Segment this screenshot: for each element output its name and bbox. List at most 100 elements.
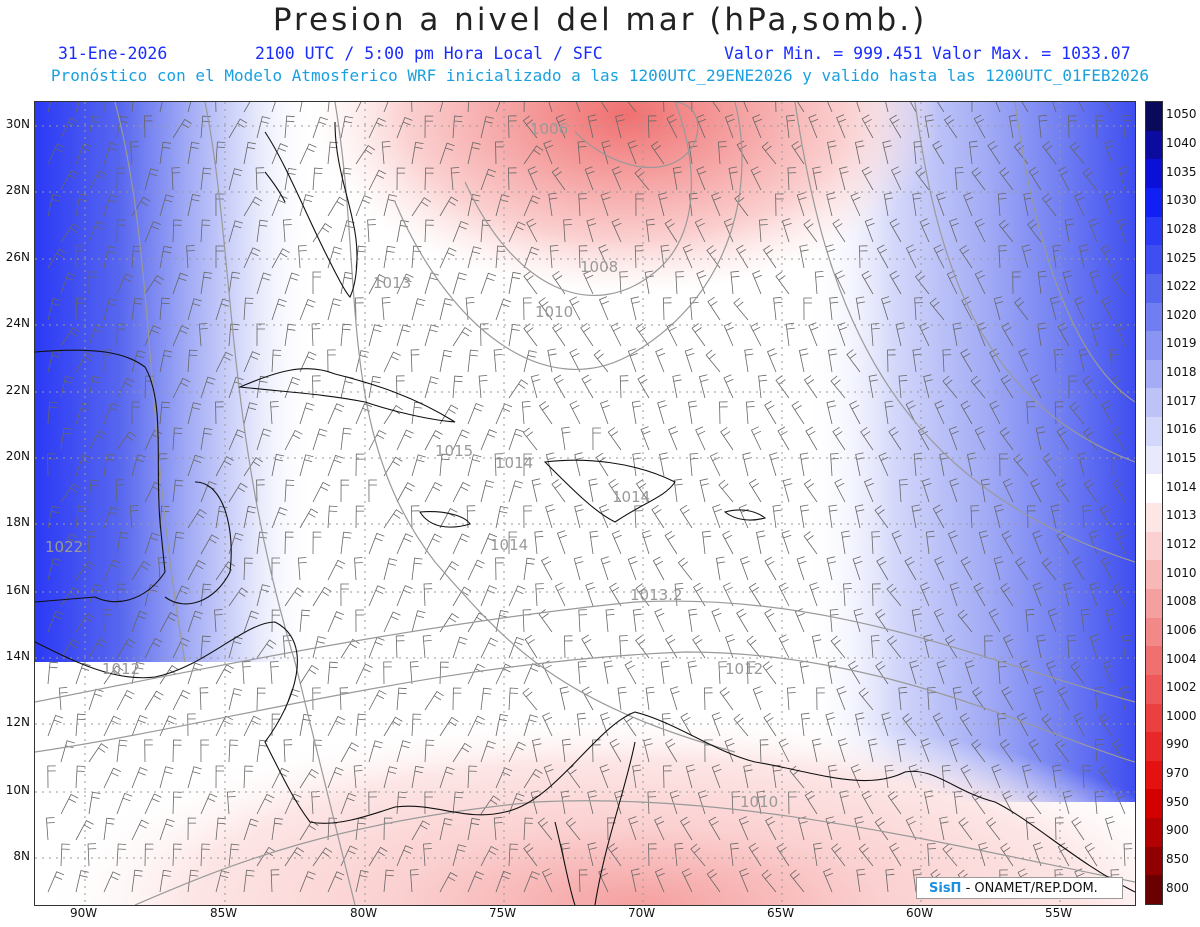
isobar-label: 1006 bbox=[530, 120, 568, 138]
colorbar-label: 1006 bbox=[1166, 622, 1197, 637]
lat-tick-label: 20N bbox=[5, 449, 30, 463]
lat-tick-label: 12N bbox=[5, 715, 30, 729]
lat-tick-label: 26N bbox=[5, 250, 30, 264]
colorbar-swatch bbox=[1146, 245, 1162, 275]
isobar-label: 1013.2 bbox=[630, 586, 683, 604]
colorbar-label: 950 bbox=[1166, 794, 1189, 809]
lat-tick-label: 22N bbox=[5, 383, 30, 397]
colorbar-swatch bbox=[1146, 617, 1162, 647]
map-title: Presion a nivel del mar (hPa,somb.) bbox=[272, 2, 928, 38]
lon-tick-label: 80W bbox=[350, 906, 378, 920]
colorbar-swatch bbox=[1146, 388, 1162, 418]
isobar-label: 1014 bbox=[490, 536, 528, 554]
lon-tick-label: 75W bbox=[489, 906, 517, 920]
colorbar-swatch bbox=[1146, 216, 1162, 246]
min-value-text: Valor Min. = 999.451 bbox=[724, 44, 923, 63]
colorbar-swatch bbox=[1146, 302, 1162, 332]
isobar-label: 1012 bbox=[102, 660, 140, 678]
lat-tick-label: 14N bbox=[5, 649, 30, 663]
pressure-colorbar bbox=[1145, 101, 1163, 905]
colorbar-swatch bbox=[1146, 445, 1162, 475]
colorbar-swatch bbox=[1146, 674, 1162, 704]
isobar-label: 1013 bbox=[373, 274, 411, 292]
colorbar-swatch bbox=[1146, 646, 1162, 676]
pressure-map: 1006 1008 1010 1013 1015 1014 1014 1014 1022 1012… bbox=[34, 101, 1136, 906]
lat-tick-label: 10N bbox=[5, 783, 30, 797]
colorbar-label: 1000 bbox=[1166, 708, 1197, 723]
colorbar-label: 900 bbox=[1166, 823, 1189, 838]
lat-tick-label: 30N bbox=[5, 117, 30, 131]
colorbar-label: 1030 bbox=[1166, 193, 1197, 208]
colorbar-label: 1035 bbox=[1166, 164, 1197, 179]
colorbar-label: 1014 bbox=[1166, 479, 1197, 494]
colorbar-swatch bbox=[1146, 130, 1162, 160]
colorbar-label: 990 bbox=[1166, 737, 1189, 752]
lat-tick-label: 24N bbox=[5, 316, 30, 330]
colorbar-swatch bbox=[1146, 846, 1162, 876]
isobar-label: 1010 bbox=[535, 303, 573, 321]
colorbar-label: 1004 bbox=[1166, 651, 1197, 666]
colorbar-label: 800 bbox=[1166, 880, 1189, 895]
lon-tick-label: 65W bbox=[767, 906, 795, 920]
colorbar-label: 1008 bbox=[1166, 594, 1197, 609]
onamet-logo: SisΠ - ONAMET/REP.DOM. bbox=[916, 877, 1123, 899]
colorbar-swatch bbox=[1146, 331, 1162, 361]
colorbar-label: 1022 bbox=[1166, 279, 1197, 294]
logo-org-text: - ONAMET/REP.DOM. bbox=[965, 881, 1098, 896]
colorbar-swatch bbox=[1146, 474, 1162, 504]
colorbar-swatch bbox=[1146, 187, 1162, 218]
colorbar-label: 1050 bbox=[1166, 107, 1197, 122]
colorbar-label: 1010 bbox=[1166, 565, 1197, 580]
isobar-label: 1022 bbox=[45, 538, 83, 556]
colorbar-label: 1025 bbox=[1166, 250, 1197, 265]
colorbar-swatch bbox=[1146, 531, 1162, 561]
lon-tick-label: 85W bbox=[210, 906, 238, 920]
isobar-label: 1014 bbox=[495, 454, 533, 472]
isobar-label: 1010 bbox=[740, 793, 778, 811]
colorbar-swatch bbox=[1146, 359, 1162, 389]
isobar-label: 1014 bbox=[612, 488, 650, 506]
colorbar-swatch bbox=[1146, 818, 1162, 848]
colorbar-label: 850 bbox=[1166, 852, 1189, 867]
colorbar-label: 1013 bbox=[1166, 508, 1197, 523]
colorbar-label: 970 bbox=[1166, 766, 1189, 781]
lon-tick-label: 55W bbox=[1045, 906, 1073, 920]
colorbar-label: 1028 bbox=[1166, 221, 1197, 236]
colorbar-swatch bbox=[1146, 875, 1162, 905]
valid-time-text: 2100 UTC / 5:00 pm Hora Local / SFC bbox=[255, 44, 603, 63]
colorbar-swatch bbox=[1146, 588, 1162, 619]
colorbar-swatch bbox=[1146, 732, 1162, 762]
colorbar-swatch bbox=[1146, 760, 1162, 790]
isobar-label: 1008 bbox=[580, 258, 618, 276]
colorbar-swatch bbox=[1146, 560, 1162, 590]
colorbar-swatch bbox=[1146, 703, 1162, 733]
lat-tick-label: 18N bbox=[5, 515, 30, 529]
colorbar-label: 1016 bbox=[1166, 422, 1197, 437]
colorbar-swatch bbox=[1146, 417, 1162, 447]
isobar-label: 1015 bbox=[435, 442, 473, 460]
colorbar-swatch bbox=[1146, 503, 1162, 533]
colorbar-label: 1019 bbox=[1166, 336, 1197, 351]
colorbar-label: 1018 bbox=[1166, 365, 1197, 380]
isobar-label: 1012 bbox=[725, 660, 763, 678]
colorbar-label: 1015 bbox=[1166, 451, 1197, 466]
lon-tick-label: 90W bbox=[70, 906, 98, 920]
forecast-info-text: Pronóstico con el Modelo Atmosferico WRF… bbox=[50, 66, 1150, 85]
colorbar-label: 1020 bbox=[1166, 307, 1197, 322]
lon-tick-label: 70W bbox=[628, 906, 656, 920]
lat-tick-label: 8N bbox=[13, 849, 30, 863]
colorbar-swatch bbox=[1146, 159, 1162, 189]
sispi-logo-text: SisΠ bbox=[929, 881, 962, 896]
lat-tick-label: 16N bbox=[5, 583, 30, 597]
map-canvas: 1006 1008 1010 1013 1015 1014 1014 1014 1022 1012… bbox=[35, 102, 1135, 905]
lon-tick-label: 60W bbox=[906, 906, 934, 920]
max-value-text: Valor Max. = 1033.07 bbox=[932, 44, 1131, 63]
colorbar-label: 1012 bbox=[1166, 536, 1197, 551]
colorbar-swatch bbox=[1146, 273, 1162, 303]
colorbar-swatch bbox=[1146, 789, 1162, 819]
date-text: 31-Ene-2026 bbox=[58, 44, 168, 63]
colorbar-swatch bbox=[1146, 102, 1162, 132]
colorbar-label: 1002 bbox=[1166, 680, 1197, 695]
colorbar-label: 1017 bbox=[1166, 393, 1197, 408]
colorbar-label: 1040 bbox=[1166, 135, 1197, 150]
